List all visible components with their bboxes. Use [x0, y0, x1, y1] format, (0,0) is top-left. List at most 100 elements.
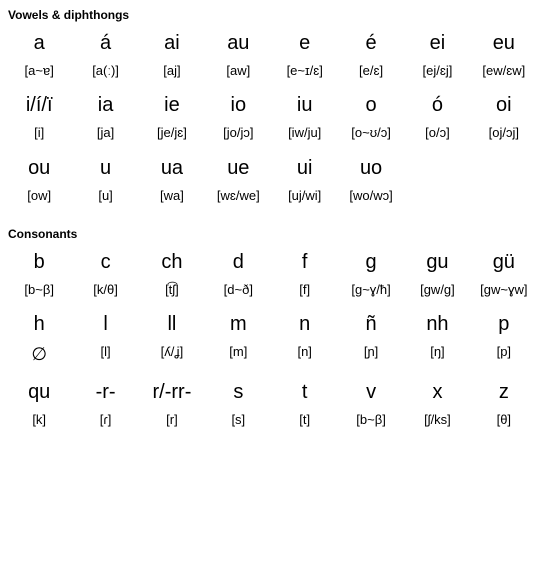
letter-cell: au	[205, 28, 271, 60]
ipa-cell: [ʎ/ʝ]	[139, 341, 205, 377]
letter-cell: l	[72, 309, 138, 341]
letter-cell: gü	[471, 247, 537, 279]
letter-cell: v	[338, 377, 404, 409]
ipa-cell: [wɛ/we]	[205, 185, 271, 215]
letter-cell: ou	[6, 153, 72, 185]
ipa-cell: [ew/ɛw]	[471, 60, 537, 90]
letter-cell: io	[205, 90, 271, 122]
ipa-cell: [u]	[72, 185, 138, 215]
letter-cell: ie	[139, 90, 205, 122]
letter-cell: gu	[404, 247, 470, 279]
ipa-cell: [f]	[272, 279, 338, 309]
ipa-cell	[404, 185, 470, 215]
letter-cell: o	[338, 90, 404, 122]
letter-cell: x	[404, 377, 470, 409]
letter-cell: eu	[471, 28, 537, 60]
ipa-cell: [ŋ]	[404, 341, 470, 377]
letter-cell: -r-	[72, 377, 138, 409]
section-gap	[6, 215, 537, 223]
letter-cell: p	[471, 309, 537, 341]
ipa-cell: [wa]	[139, 185, 205, 215]
ipa-cell: [a~ɐ]	[6, 60, 72, 90]
letter-cell: d	[205, 247, 271, 279]
ipa-cell: ∅	[6, 341, 72, 377]
letter-cell: u	[72, 153, 138, 185]
ipa-cell: [s]	[205, 409, 271, 439]
letter-cell: ai	[139, 28, 205, 60]
ipa-cell: [k/θ]	[72, 279, 138, 309]
letter-cell: ui	[272, 153, 338, 185]
letter-cell: oi	[471, 90, 537, 122]
letter-cell: b	[6, 247, 72, 279]
letter-cell: n	[272, 309, 338, 341]
ipa-cell: [n]	[272, 341, 338, 377]
ipa-cell: [ow]	[6, 185, 72, 215]
letter-cell: f	[272, 247, 338, 279]
ipa-cell: [uj/wi]	[272, 185, 338, 215]
ipa-cell: [wo/wɔ]	[338, 185, 404, 215]
ipa-cell: [p]	[471, 341, 537, 377]
letter-cell: qu	[6, 377, 72, 409]
ipa-cell: [gw~ɣw]	[471, 279, 537, 309]
letter-cell: z	[471, 377, 537, 409]
consonants-section-title: Consonants	[8, 227, 537, 241]
letter-cell: ei	[404, 28, 470, 60]
letter-cell: a	[6, 28, 72, 60]
letter-cell: c	[72, 247, 138, 279]
letter-cell: nh	[404, 309, 470, 341]
letter-cell	[471, 153, 537, 185]
ipa-cell: [ej/ɛj]	[404, 60, 470, 90]
ipa-cell: [t]	[272, 409, 338, 439]
ipa-cell: [e~ɪ/ɛ]	[272, 60, 338, 90]
ipa-cell: [je/jɛ]	[139, 122, 205, 152]
ipa-cell: [ɲ]	[338, 341, 404, 377]
ipa-cell: [i]	[6, 122, 72, 152]
ipa-cell: [θ]	[471, 409, 537, 439]
ipa-cell: [k]	[6, 409, 72, 439]
letter-cell	[404, 153, 470, 185]
letter-cell: ll	[139, 309, 205, 341]
ipa-cell: [o/ɔ]	[404, 122, 470, 152]
letter-cell: t	[272, 377, 338, 409]
vowels-grid: aáaiaueéeieu[a~ɐ][a(ː)][aj][aw][e~ɪ/ɛ][e…	[6, 28, 537, 215]
letter-cell: ó	[404, 90, 470, 122]
letter-cell: e	[272, 28, 338, 60]
letter-cell: i/í/ï	[6, 90, 72, 122]
ipa-cell: [oj/ɔj]	[471, 122, 537, 152]
ipa-cell	[471, 185, 537, 215]
letter-cell: ua	[139, 153, 205, 185]
letter-cell: iu	[272, 90, 338, 122]
ipa-cell: [g~ɣ/ħ]	[338, 279, 404, 309]
ipa-cell: [b~β]	[6, 279, 72, 309]
ipa-cell: [e/ɛ]	[338, 60, 404, 90]
ipa-cell: [r]	[139, 409, 205, 439]
ipa-cell: [a(ː)]	[72, 60, 138, 90]
vowels-section-title: Vowels & diphthongs	[8, 8, 537, 22]
letter-cell: r/-rr-	[139, 377, 205, 409]
letter-cell: ñ	[338, 309, 404, 341]
letter-cell: ue	[205, 153, 271, 185]
letter-cell: uo	[338, 153, 404, 185]
letter-cell: m	[205, 309, 271, 341]
letter-cell: á	[72, 28, 138, 60]
ipa-cell: [aj]	[139, 60, 205, 90]
ipa-cell: [m]	[205, 341, 271, 377]
letter-cell: ia	[72, 90, 138, 122]
letter-cell: h	[6, 309, 72, 341]
ipa-cell: [b~β]	[338, 409, 404, 439]
ipa-cell: [d~ð]	[205, 279, 271, 309]
ipa-cell: [iw/ju]	[272, 122, 338, 152]
ipa-cell: [ʃ/ks]	[404, 409, 470, 439]
ipa-cell: [t͡ʃ]	[139, 279, 205, 309]
ipa-cell: [ja]	[72, 122, 138, 152]
letter-cell: é	[338, 28, 404, 60]
ipa-cell: [ɾ]	[72, 409, 138, 439]
letter-cell: ch	[139, 247, 205, 279]
ipa-cell: [aw]	[205, 60, 271, 90]
ipa-cell: [l]	[72, 341, 138, 377]
ipa-cell: [o~ʊ/ɔ]	[338, 122, 404, 152]
letter-cell: s	[205, 377, 271, 409]
ipa-cell: [jo/jɔ]	[205, 122, 271, 152]
ipa-cell: [gw/g]	[404, 279, 470, 309]
letter-cell: g	[338, 247, 404, 279]
